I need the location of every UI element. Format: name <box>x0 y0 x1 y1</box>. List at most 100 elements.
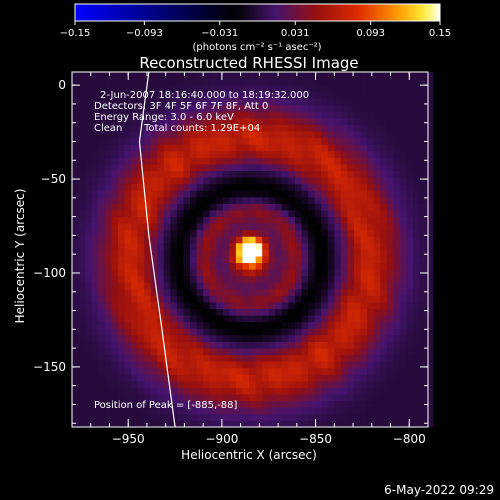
heatmap-cell <box>347 328 355 336</box>
heatmap-cell <box>268 315 276 323</box>
heatmap-cell <box>229 361 237 369</box>
heatmap-cell <box>314 137 322 145</box>
heatmap-cell <box>347 157 355 165</box>
heatmap-cell <box>308 302 316 310</box>
heatmap-cell <box>190 242 197 250</box>
heatmap-cell <box>144 196 152 204</box>
heatmap-cell <box>216 262 224 270</box>
heatmap-cell <box>196 308 204 316</box>
heatmap-cell <box>255 315 263 323</box>
heatmap-cell <box>380 308 388 316</box>
heatmap-cell <box>327 124 335 132</box>
heatmap-cell <box>327 190 335 198</box>
heatmap-cell <box>301 170 309 178</box>
heatmap-cell <box>104 262 112 270</box>
heatmap-cell <box>334 150 342 158</box>
heatmap-cell <box>229 400 237 408</box>
heatmap-cell <box>78 380 86 388</box>
heatmap-cell <box>229 407 237 415</box>
heatmap-cell <box>209 262 217 270</box>
heatmap-cell <box>157 124 165 132</box>
heatmap-cell <box>321 334 329 342</box>
heatmap-cell <box>255 229 263 237</box>
heatmap-cell <box>131 85 138 93</box>
heatmap-cell <box>78 144 86 152</box>
heatmap-cell <box>413 170 420 178</box>
heatmap-cell <box>150 249 158 257</box>
heatmap-cell <box>229 249 237 257</box>
heatmap-cell <box>426 223 434 231</box>
heatmap-cell <box>413 394 420 402</box>
heatmap-cell <box>104 328 112 336</box>
heatmap-cell <box>255 262 263 270</box>
heatmap-cell <box>353 328 361 336</box>
heatmap-cell <box>209 302 217 310</box>
heatmap-cell <box>203 131 211 139</box>
heatmap-cell <box>393 210 401 218</box>
heatmap-cell <box>367 387 375 395</box>
heatmap-cell <box>334 137 342 145</box>
heatmap-cell <box>183 118 191 125</box>
heatmap-cell <box>406 229 414 237</box>
heatmap-cell <box>426 183 434 191</box>
heatmap-cell <box>196 223 204 231</box>
heatmap-cell <box>117 91 125 99</box>
heatmap-cell <box>301 249 309 257</box>
heatmap-cell <box>294 118 302 125</box>
heatmap-cell <box>170 269 178 277</box>
heatmap-cell <box>72 223 79 231</box>
heatmap-cell <box>117 400 125 408</box>
heatmap-cell <box>91 150 99 158</box>
heatmap-cell <box>196 400 204 408</box>
heatmap-cell <box>91 380 99 388</box>
heatmap-cell <box>340 262 348 270</box>
heatmap-cell <box>380 387 388 395</box>
heatmap-cell <box>124 210 132 218</box>
heatmap-cell <box>170 118 178 125</box>
heatmap-cell <box>399 256 407 264</box>
heatmap-cell <box>268 275 276 283</box>
heatmap-cell <box>419 157 427 165</box>
heatmap-cell <box>314 190 322 198</box>
heatmap-cell <box>353 210 361 218</box>
heatmap-cell <box>367 190 375 198</box>
heatmap-cell <box>249 216 257 224</box>
heatmap-cell <box>399 216 407 224</box>
heatmap-cell <box>367 164 375 172</box>
heatmap-cell <box>203 203 211 211</box>
heatmap-cell <box>399 328 407 336</box>
heatmap-cell <box>413 98 420 106</box>
heatmap-cell <box>176 118 184 125</box>
heatmap-cell <box>262 295 270 303</box>
heatmap-cell <box>308 157 316 165</box>
heatmap-cell <box>353 282 361 290</box>
heatmap-cell <box>399 157 407 165</box>
heatmap-cell <box>327 170 335 178</box>
heatmap-cell <box>294 400 302 408</box>
heatmap-cell <box>98 190 106 198</box>
heatmap-cell <box>242 229 250 237</box>
heatmap-cell <box>196 118 204 125</box>
heatmap-cell <box>334 242 342 250</box>
heatmap-cell <box>281 157 289 165</box>
heatmap-cell <box>190 236 197 244</box>
heatmap-cell <box>183 387 191 395</box>
heatmap-cell <box>426 387 434 395</box>
heatmap-cell <box>235 157 243 165</box>
heatmap-cell <box>222 367 230 375</box>
heatmap-cell <box>242 85 250 93</box>
heatmap-cell <box>360 242 368 250</box>
heatmap-cell <box>144 262 152 270</box>
heatmap-cell <box>268 183 276 191</box>
heatmap-cell <box>235 308 243 316</box>
heatmap-cell <box>426 157 434 165</box>
heatmap-cell <box>308 413 316 421</box>
heatmap-cell <box>406 249 414 257</box>
heatmap-cell <box>183 170 191 178</box>
heatmap-cell <box>235 144 243 152</box>
heatmap-cell <box>78 256 86 264</box>
heatmap-cell <box>190 111 197 119</box>
heatmap-cell <box>183 288 191 296</box>
heatmap-cell <box>399 177 407 185</box>
heatmap-cell <box>196 242 204 250</box>
